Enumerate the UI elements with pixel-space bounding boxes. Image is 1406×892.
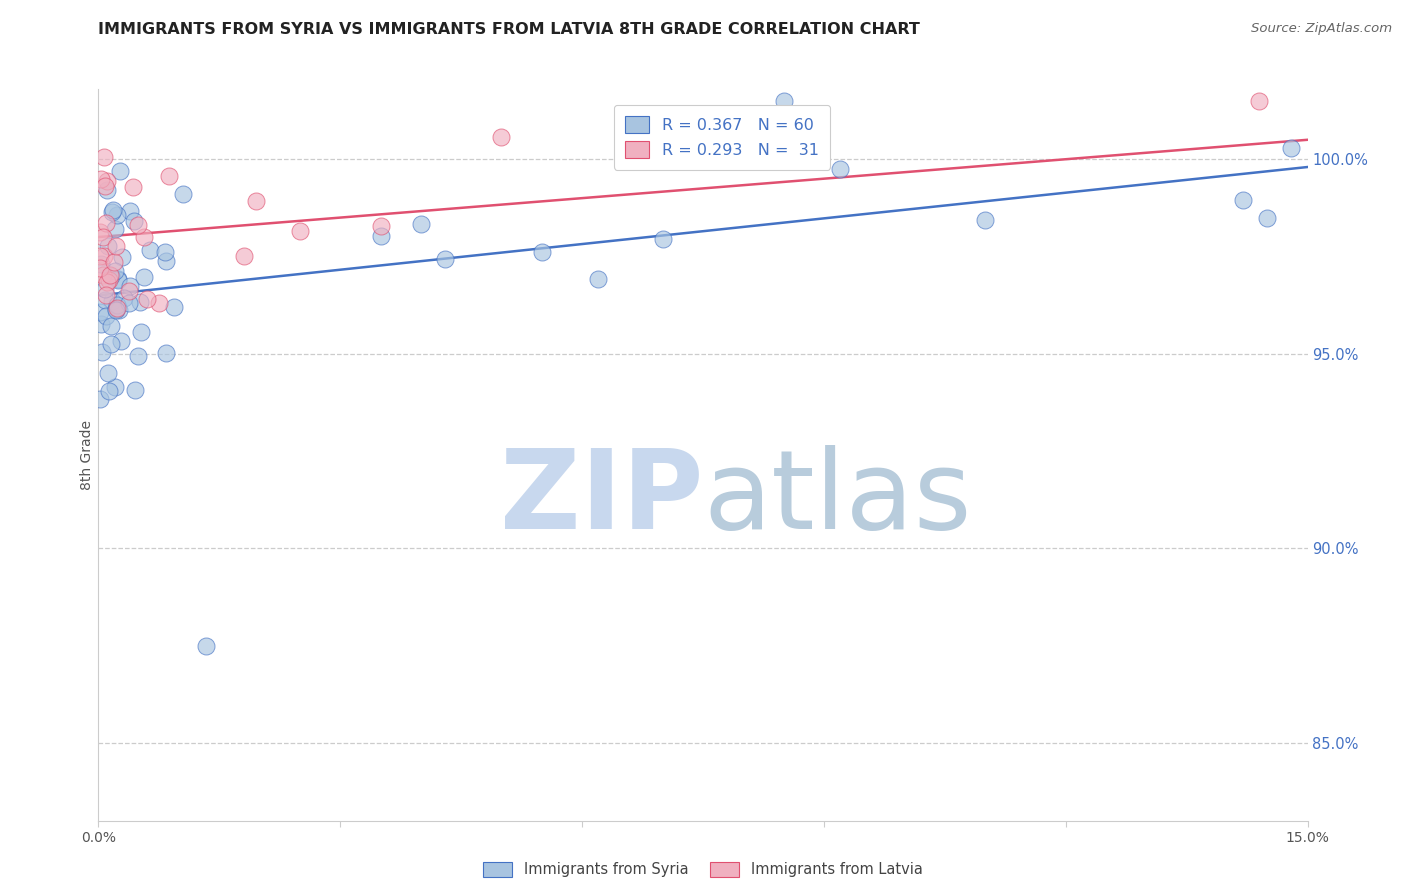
Point [1249,94,1271,108]
Point [96,174,118,188]
Text: ZIP: ZIP [499,445,703,552]
Point [974,213,997,227]
Point [100,319,122,334]
Point [91,229,114,244]
Point [127,349,149,363]
Text: Source: ZipAtlas.com: Source: ZipAtlas.com [1251,22,1392,36]
Point [118,203,141,218]
Point [139,243,162,257]
Point [100,337,122,351]
Point [155,346,177,360]
Point [122,180,145,194]
Point [89,225,111,239]
Point [110,163,132,178]
Point [129,325,152,339]
Point [127,218,149,232]
Point [94,282,117,296]
Point [1256,211,1278,226]
Point [136,292,159,306]
Point [491,130,513,145]
Point [94,287,117,301]
Point [232,249,254,263]
Point [120,279,142,293]
Point [101,294,124,309]
Point [103,254,125,268]
Point [107,271,129,285]
Point [93,150,115,164]
Point [772,94,794,108]
Point [93,249,115,263]
Point [586,272,609,286]
Legend: Immigrants from Syria, Immigrants from Latvia: Immigrants from Syria, Immigrants from L… [477,855,929,883]
Point [104,239,127,253]
Point [89,260,111,275]
Point [91,268,114,282]
Point [112,291,135,305]
Point [94,293,117,307]
Point [128,294,150,309]
Point [100,268,122,283]
Point [98,273,121,287]
Point [132,229,155,244]
Point [245,194,267,208]
Point [90,257,112,271]
Point [89,249,111,263]
Point [530,245,553,260]
Legend: R = 0.367   N = 60, R = 0.293   N =  31: R = 0.367 N = 60, R = 0.293 N = 31 [614,104,831,169]
Point [288,223,311,237]
Point [90,171,112,186]
Point [91,345,114,359]
Point [89,392,111,406]
Point [89,305,111,319]
Point [195,639,218,653]
Point [104,221,127,235]
Point [97,366,120,380]
Point [108,302,131,317]
Point [122,214,145,228]
Point [155,244,177,259]
Point [155,253,177,268]
Point [1232,193,1254,207]
Point [111,250,134,264]
Point [163,301,186,315]
Point [98,268,121,282]
Point [90,317,112,331]
Point [104,264,127,278]
Point [94,309,117,323]
Point [651,231,673,245]
Point [96,183,118,197]
Text: IMMIGRANTS FROM SYRIA VS IMMIGRANTS FROM LATVIA 8TH GRADE CORRELATION CHART: IMMIGRANTS FROM SYRIA VS IMMIGRANTS FROM… [98,22,921,37]
Point [105,298,128,312]
Point [110,334,132,349]
Point [370,219,392,234]
Point [104,380,127,394]
Point [107,208,129,222]
Point [105,301,128,315]
Point [148,295,170,310]
Point [1281,141,1303,155]
Point [172,186,194,201]
Point [94,179,117,194]
Y-axis label: 8th Grade: 8th Grade [80,420,94,490]
Point [117,296,139,310]
Point [98,384,121,398]
Point [409,217,432,231]
Point [103,203,125,218]
Point [118,284,141,298]
Point [104,302,127,317]
Point [828,162,851,177]
Point [134,269,156,284]
Point [96,216,118,230]
Point [124,383,146,397]
Point [96,275,118,289]
Text: atlas: atlas [703,445,972,552]
Point [370,228,392,243]
Point [434,252,457,267]
Point [100,205,122,219]
Point [107,273,129,287]
Point [96,238,118,252]
Point [157,169,180,184]
Point [105,301,128,316]
